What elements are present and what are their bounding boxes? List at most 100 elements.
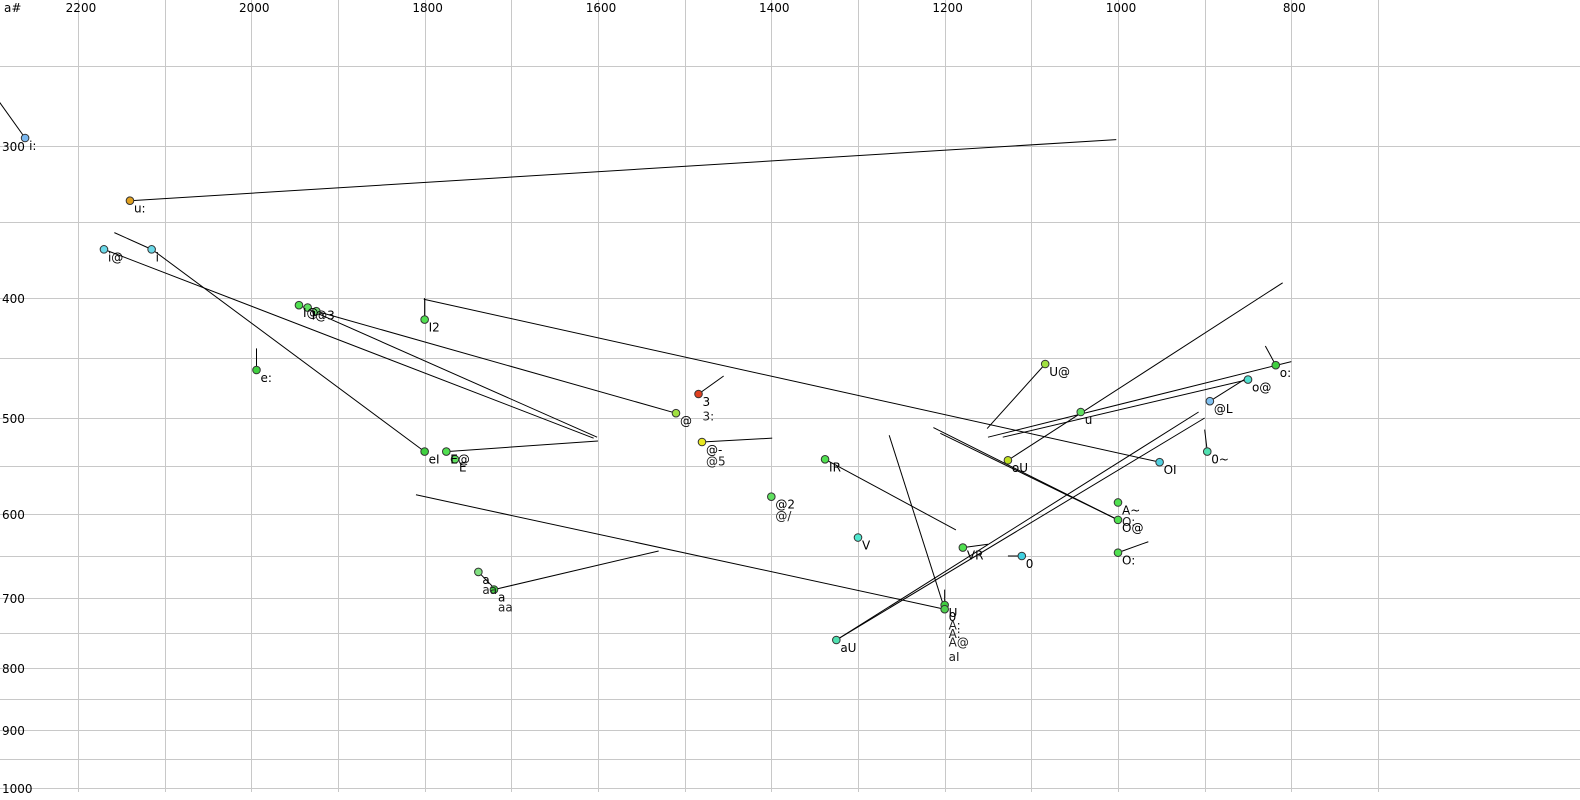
vowel-label: @: [680, 414, 692, 428]
vowel-point: [694, 389, 703, 399]
vowel-point: [958, 543, 968, 552]
vowel-point: [1155, 457, 1164, 467]
trajectory-line: [493, 550, 659, 591]
trajectory-line: [940, 432, 1119, 521]
y-tick-label: 600: [2, 508, 25, 522]
vowel-label: i: [156, 250, 159, 264]
vowel-point: [474, 567, 483, 577]
vowel-label: E: [459, 460, 467, 474]
vowel-label: 3:: [703, 409, 715, 423]
vowel-point: [767, 492, 776, 502]
vowel-point: [125, 196, 135, 206]
vowel-label: a: [482, 573, 489, 587]
vowel-point: [420, 315, 429, 324]
vowel-point: [1017, 551, 1027, 561]
trajectory-line: [114, 232, 152, 250]
x-tick-label: 1400: [759, 1, 790, 15]
vowel-point: [1202, 447, 1212, 456]
x-tick-label: 2200: [66, 1, 97, 15]
vowel-label: O:: [1122, 554, 1135, 568]
trajectory-line: [446, 440, 599, 453]
vowel-label: e:: [261, 371, 272, 385]
y-tick-label: 700: [2, 592, 25, 606]
vowel-label: @-: [706, 443, 722, 457]
vowel-label: @2: [775, 498, 795, 512]
vowel-label: A~: [1122, 503, 1140, 517]
vowel-point: [1205, 396, 1215, 406]
vowel-label: eI: [429, 453, 440, 467]
vowel-label: i@: [108, 250, 123, 264]
trajectory-line: [298, 304, 598, 438]
vowel-label: @L: [1214, 402, 1233, 416]
vowel-point: [820, 454, 830, 464]
vowel-label: VR: [967, 549, 984, 563]
x-tick-label: 2000: [239, 1, 270, 15]
vowel-label: I@: [303, 306, 319, 320]
vowel-label: OI: [1164, 463, 1177, 477]
vowel-point: [1113, 548, 1123, 557]
vowel-label: V: [862, 539, 871, 553]
vowel-point: [420, 447, 429, 456]
y-tick-label: 1000: [2, 782, 33, 796]
trajectory-line: [987, 361, 1292, 438]
trajectory-line: [698, 375, 724, 395]
trajectory-line: [423, 298, 1160, 463]
vowel-label: aa: [482, 583, 497, 597]
x-tick-label: 800: [1283, 1, 1306, 15]
vowel-label: A@: [949, 635, 969, 649]
vowel-point: [1040, 359, 1050, 369]
vowel-label: aI: [949, 650, 960, 664]
trajectory-line: [149, 247, 425, 453]
vowel-label: aU: [840, 641, 856, 655]
vowel-label: I2: [429, 321, 440, 335]
vowel-point: [1243, 375, 1253, 384]
trajectory-line: [1007, 282, 1283, 461]
vowel-label: U@: [1049, 365, 1070, 379]
y-tick-label: 900: [2, 724, 25, 738]
vowel-point: [489, 585, 499, 594]
vowel-point: [303, 303, 312, 312]
vowel-label: E@: [450, 453, 470, 467]
y-tick-label: 400: [2, 292, 25, 306]
trajectory-line: [1002, 379, 1249, 438]
vowel-point: [147, 245, 156, 254]
vowel-point: [294, 300, 304, 310]
vowel-label: oU: [1012, 461, 1028, 475]
vowel-label: a: [498, 591, 505, 605]
vowel-label: IR: [829, 460, 841, 474]
vowel-point: [312, 306, 321, 316]
vowel-point: [697, 437, 707, 447]
vowel-label: A:: [949, 619, 961, 633]
corner-label: a#: [4, 1, 21, 15]
trajectory-line: [1117, 541, 1149, 554]
vowel-label: 3: [703, 395, 711, 409]
vowel-point: [1113, 515, 1123, 525]
vowel-point: [442, 447, 451, 456]
trajectory-line: [824, 458, 957, 531]
vowel-point: [99, 245, 109, 254]
vowel-label: o:: [1280, 366, 1291, 380]
vowel-point: [20, 133, 30, 143]
vowel-label: aa: [498, 600, 513, 614]
vowel-label: U: [949, 606, 958, 620]
x-tick-label: 1600: [586, 1, 617, 15]
trajectory-line: [836, 417, 1205, 641]
trajectory-line: [701, 437, 773, 443]
trajectory-line: [311, 309, 677, 414]
vowel-label: 0: [1026, 557, 1034, 571]
x-axis-tick-labels: 24002200200018001600140012001000800: [66, 1, 1306, 15]
trajectory-line: [129, 139, 1117, 202]
vowel-point: [1003, 455, 1013, 465]
trajectory-lines: [0, 101, 1292, 641]
vowel-label: o@: [1252, 381, 1271, 395]
vowel-point: [832, 635, 841, 645]
trajectory-line: [103, 248, 594, 439]
x-tick-label: 1000: [1106, 1, 1137, 15]
vowel-point: [940, 604, 949, 614]
vowel-label: @/: [775, 509, 792, 523]
vowel-point: [1076, 407, 1086, 417]
vowel-label: A:: [949, 627, 961, 641]
